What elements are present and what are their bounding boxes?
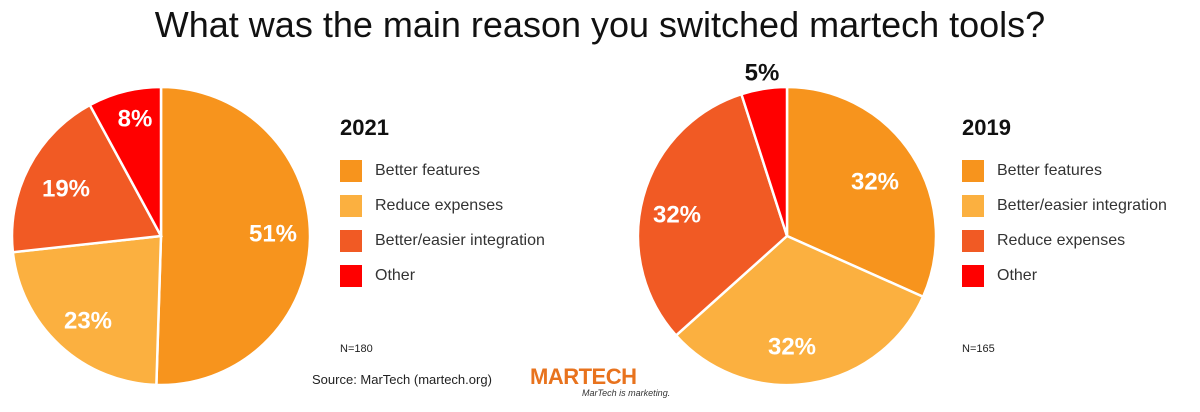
legend-swatch	[962, 264, 984, 287]
pie-slice-label: 23%	[64, 308, 112, 335]
legend-item: Better features	[340, 153, 545, 188]
pie-slice	[155, 85, 312, 387]
legend-label: Better/easier integration	[375, 231, 545, 249]
sample-size-2019: N=165	[962, 343, 995, 355]
sample-size-2021: N=180	[340, 343, 373, 355]
pie-slice-label: 32%	[768, 334, 816, 361]
pie-slice-label: 32%	[851, 169, 899, 196]
pie-slice-label: 8%	[118, 106, 153, 133]
legend-label: Better features	[375, 161, 480, 179]
pie-slice-label: 51%	[249, 221, 297, 248]
pie-slice	[674, 234, 925, 387]
legend-item: Other	[962, 258, 1167, 293]
legend-swatch	[340, 159, 362, 182]
legend-title-2019: 2019	[962, 115, 1011, 140]
pie-slice	[785, 85, 938, 299]
legend-2021: 2021 Better features Reduce expenses Bet…	[340, 115, 545, 293]
logo-wordmark: MARTECH	[530, 364, 637, 389]
legend-label: Other	[997, 266, 1038, 284]
legend-item: Better features	[962, 153, 1167, 188]
pie-slice-label: 32%	[653, 202, 701, 229]
legend-item: Reduce expenses	[962, 223, 1167, 258]
pie-slice-label: 19%	[42, 176, 90, 203]
logo-tagline: MarTech is marketing.	[582, 388, 671, 398]
legend-swatch	[962, 194, 984, 217]
legend-label: Other	[375, 266, 416, 284]
pie-slice	[10, 103, 163, 254]
legend-item: Better/easier integration	[340, 223, 545, 258]
legend-item: Better/easier integration	[962, 188, 1167, 223]
legend-swatch	[962, 229, 984, 252]
martech-logo: MARTECH MarTech is marketing.	[530, 364, 680, 404]
legend-item: Other	[340, 258, 545, 293]
legend-label: Reduce expenses	[375, 196, 504, 214]
pie-slice	[739, 85, 789, 237]
pie-slice	[11, 234, 163, 387]
pie-slice	[88, 85, 163, 237]
legend-title-2021: 2021	[340, 115, 389, 140]
legend-item: Reduce expenses	[340, 188, 545, 223]
legend-label: Better features	[997, 161, 1102, 179]
legend-label: Better/easier integration	[997, 196, 1167, 214]
pie-slice	[636, 92, 789, 338]
legend-label: Reduce expenses	[997, 231, 1126, 249]
legend-swatch	[340, 194, 362, 217]
legend-swatch	[962, 159, 984, 182]
legend-2019: 2019 Better features Better/easier integ…	[962, 115, 1167, 293]
pie-slice-label: 5%	[745, 60, 780, 87]
legend-swatch	[340, 264, 362, 287]
legend-swatch	[340, 229, 362, 252]
source-note: Source: MarTech (martech.org)	[312, 372, 492, 387]
chart-title: What was the main reason you switched ma…	[154, 4, 1046, 45]
